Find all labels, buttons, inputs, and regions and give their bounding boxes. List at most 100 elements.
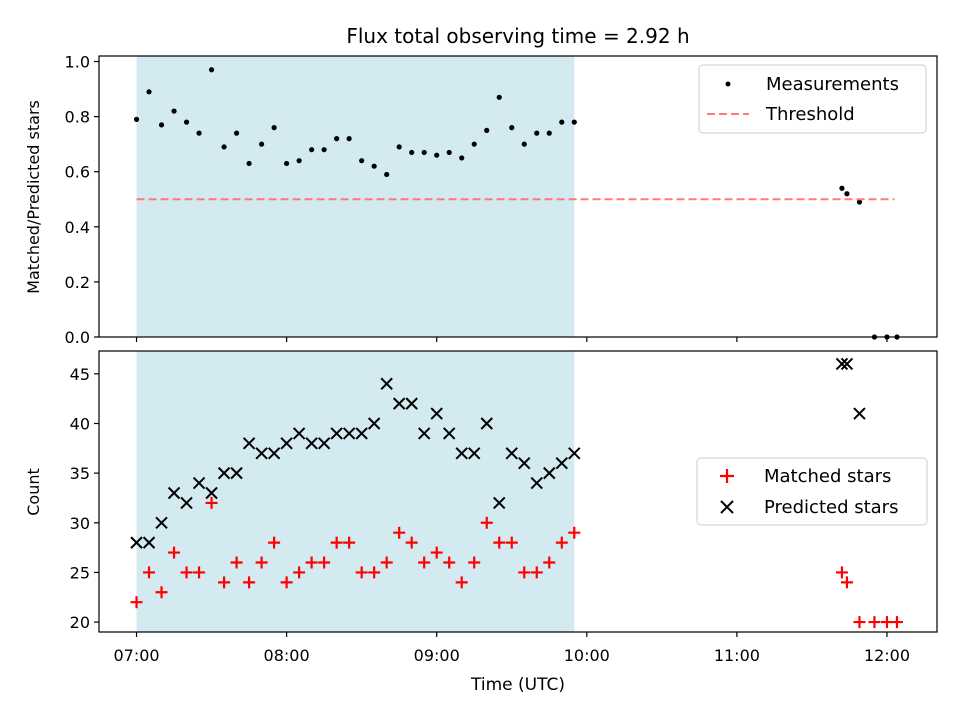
- predicted-stars-point: [192, 476, 206, 490]
- predicted-stars-point: [255, 447, 268, 460]
- x-tick-label: 11:00: [714, 646, 760, 665]
- predicted-stars-point: [405, 397, 418, 410]
- x-tick-label: 10:00: [564, 646, 610, 665]
- predicted-stars-point: [292, 427, 306, 440]
- legend-label-measurements: Measurements: [766, 74, 899, 95]
- bottom-y-tick-label: 45: [70, 365, 90, 384]
- matched-stars-point: [330, 536, 343, 549]
- measurements-point: [509, 125, 515, 131]
- top-panel: 0.0 0.2 0.4 0.6 0.8 1.0 Matched/Predicted sta…: [24, 53, 938, 347]
- predicted-stars-point: [430, 407, 443, 420]
- matched-stars-point: [218, 576, 231, 589]
- legend-marker-measurements: [725, 81, 731, 87]
- measurements-point: [856, 199, 863, 205]
- matched-stars-point: [155, 586, 168, 599]
- predicted-stars-point: [280, 437, 293, 450]
- predicted-stars-point: [167, 486, 181, 500]
- matched-stars-point: [130, 596, 143, 609]
- matched-stars-point: [835, 566, 848, 579]
- top-y-axis-label: Matched/Predicted stars: [24, 100, 43, 294]
- predicted-stars-point: [367, 417, 381, 430]
- measurements-point: [484, 127, 490, 133]
- matched-stars-point: [255, 556, 268, 569]
- predicted-stars-point: [555, 456, 568, 470]
- measurements-point: [133, 116, 140, 122]
- matched-stars-point: [343, 536, 356, 549]
- matched-stars-point: [468, 556, 481, 569]
- measurements-point: [346, 136, 352, 142]
- matched-stars-point: [505, 536, 518, 549]
- matched-stars-point: [543, 556, 556, 569]
- measurements-point: [183, 119, 190, 125]
- predicted-stars-point: [180, 496, 193, 510]
- matched-stars-point: [480, 516, 493, 529]
- matched-stars-point: [305, 556, 318, 569]
- matched-stars-point: [355, 566, 368, 579]
- matched-stars-point: [318, 556, 331, 569]
- measurements-point: [146, 89, 152, 95]
- bottom-y-tick-label: 35: [70, 464, 90, 483]
- measurements-point: [309, 147, 315, 153]
- matched-stars-point: [393, 526, 406, 539]
- matched-stars-point: [493, 536, 506, 549]
- matched-stars-point: [405, 536, 418, 549]
- predicted-stars-point: [468, 447, 481, 460]
- bottom-panel: 20 25 30 35 40 45 07:00 08:00 09:00 10:00 11:00 12:…: [24, 350, 938, 665]
- measurements-point: [546, 130, 552, 136]
- top-legend-box: [698, 64, 927, 134]
- predicted-stars-point: [355, 427, 368, 440]
- top-shaded-region: [136, 56, 575, 337]
- legend-marker-matched-stars: [720, 469, 734, 483]
- measurements-point: [839, 185, 845, 191]
- measurements-point: [196, 130, 202, 136]
- predicted-stars-point: [205, 486, 218, 500]
- legend-label-matched-stars: Matched stars: [764, 466, 891, 487]
- measurements-point: [384, 171, 390, 178]
- measurements-point: [459, 155, 465, 161]
- matched-stars-point: [368, 566, 381, 579]
- measurements-point: [233, 130, 240, 136]
- predicted-stars-point: [155, 516, 168, 529]
- matched-stars-point: [180, 566, 193, 579]
- measurements-point: [471, 141, 477, 147]
- predicted-stars-point: [217, 466, 231, 480]
- matched-stars-point: [268, 536, 281, 549]
- matched-stars-point: [868, 616, 881, 629]
- matched-stars-point: [418, 556, 431, 569]
- predicted-stars-point: [480, 417, 493, 430]
- predicted-stars-point: [518, 456, 531, 470]
- predicted-stars-point: [242, 437, 256, 450]
- measurements-point: [171, 108, 177, 114]
- legend-marker-predicted-stars: [720, 500, 734, 514]
- bottom-plot-frame: [98, 350, 938, 633]
- matched-stars-point: [280, 576, 293, 589]
- matched-stars-point: [168, 546, 181, 559]
- predicted-stars-point: [267, 447, 281, 460]
- predicted-stars-point: [130, 536, 143, 549]
- measurements-point: [371, 163, 377, 169]
- bottom-legend-box: [696, 457, 928, 526]
- measurements-point: [559, 119, 565, 125]
- measurements-point: [844, 191, 850, 197]
- measurements-point: [296, 158, 302, 164]
- matched-stars-point: [443, 556, 456, 569]
- x-tick-label: 07:00: [113, 646, 159, 665]
- bottom-shaded-region: [136, 351, 575, 632]
- measurements-point: [334, 136, 340, 142]
- legend-label-threshold: Threshold: [765, 104, 855, 125]
- measurements-point: [496, 94, 502, 100]
- x-tick-label: 12:00: [864, 646, 910, 665]
- measurements-point: [521, 141, 527, 147]
- bottom-y-tick-label: 30: [70, 514, 90, 533]
- chart-title: Flux total observing time = 2.92 h: [346, 24, 689, 48]
- predicted-stars-point: [392, 397, 406, 410]
- bottom-y-tick-label: 40: [70, 414, 90, 433]
- predicted-stars-point: [342, 427, 356, 440]
- predicted-stars-point: [317, 437, 331, 450]
- measurements-point: [321, 147, 327, 153]
- measurements-point: [271, 125, 277, 131]
- measurements-point: [421, 149, 427, 156]
- predicted-stars-point: [853, 407, 866, 420]
- predicted-stars-point: [530, 476, 543, 490]
